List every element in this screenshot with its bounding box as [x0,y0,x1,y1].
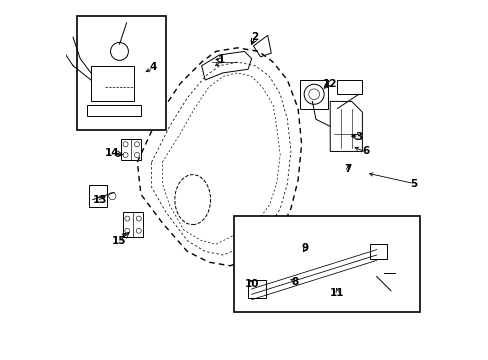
Text: 1: 1 [217,55,224,65]
Text: 2: 2 [251,32,258,42]
Text: 4: 4 [149,63,157,72]
Text: 13: 13 [92,195,107,204]
Bar [77,16,165,130]
Text: 14: 14 [105,148,120,158]
Text: 5: 5 [410,179,417,189]
Text: 6: 6 [362,147,369,157]
Text: 3: 3 [354,132,362,142]
Bar [233,216,419,312]
Text: 15: 15 [112,236,126,246]
Text: 10: 10 [244,279,258,289]
Text: 9: 9 [301,243,308,253]
Text: 12: 12 [322,78,337,89]
Text: 7: 7 [344,164,351,174]
Text: 11: 11 [329,288,344,297]
Text: 8: 8 [290,277,298,287]
